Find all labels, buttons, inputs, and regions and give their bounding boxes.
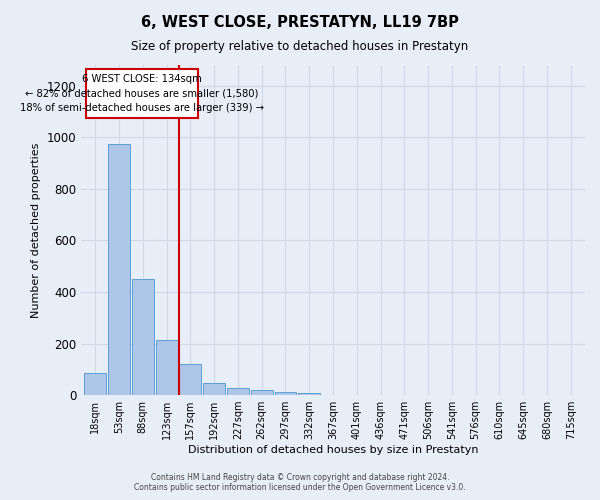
Bar [227, 388, 249, 395]
Bar [85, 373, 106, 395]
Bar [108, 144, 130, 395]
Bar [275, 392, 296, 395]
Y-axis label: Number of detached properties: Number of detached properties [31, 142, 41, 318]
Text: Size of property relative to detached houses in Prestatyn: Size of property relative to detached ho… [131, 40, 469, 53]
Text: 6 WEST CLOSE: 134sqm
← 82% of detached houses are smaller (1,580)
18% of semi-de: 6 WEST CLOSE: 134sqm ← 82% of detached h… [20, 74, 263, 113]
Text: Contains HM Land Registry data © Crown copyright and database right 2024.
Contai: Contains HM Land Registry data © Crown c… [134, 473, 466, 492]
Bar [156, 340, 178, 395]
Text: 6, WEST CLOSE, PRESTATYN, LL19 7BP: 6, WEST CLOSE, PRESTATYN, LL19 7BP [141, 15, 459, 30]
Bar [298, 393, 320, 395]
Bar [132, 279, 154, 395]
X-axis label: Distribution of detached houses by size in Prestatyn: Distribution of detached houses by size … [188, 445, 478, 455]
Bar [203, 382, 225, 395]
Bar [179, 364, 202, 395]
Bar [251, 390, 272, 395]
FancyBboxPatch shape [86, 69, 197, 118]
